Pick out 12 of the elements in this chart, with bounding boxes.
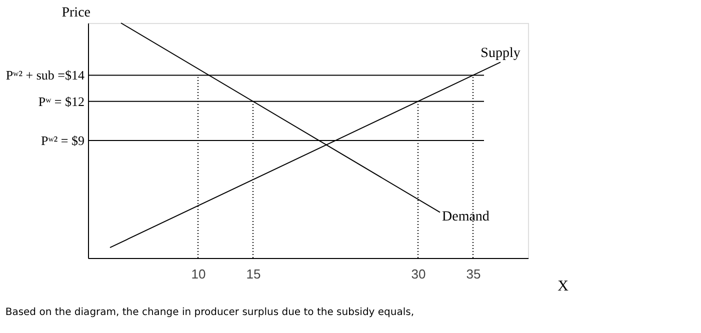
y-tick-label: Pʷ² = $9 <box>40 133 84 148</box>
x-tick-label: 10 <box>191 266 206 282</box>
series-label: Demand <box>442 209 490 224</box>
y-tick-label: Pʷ² + sub =$14 <box>6 68 85 83</box>
series-label: Supply <box>480 46 520 62</box>
text: Based on the diagram, the change in producer surplus due to the subsidy equals, <box>5 307 414 318</box>
x-tick-label: 30 <box>411 266 426 282</box>
y-tick-label: Pʷ = $12 <box>38 94 84 109</box>
x-tick-label: 15 <box>246 266 261 282</box>
x-axis-title: X <box>558 278 569 294</box>
x-tick-label: 35 <box>466 266 481 282</box>
y-axis-title: Price <box>62 6 90 20</box>
